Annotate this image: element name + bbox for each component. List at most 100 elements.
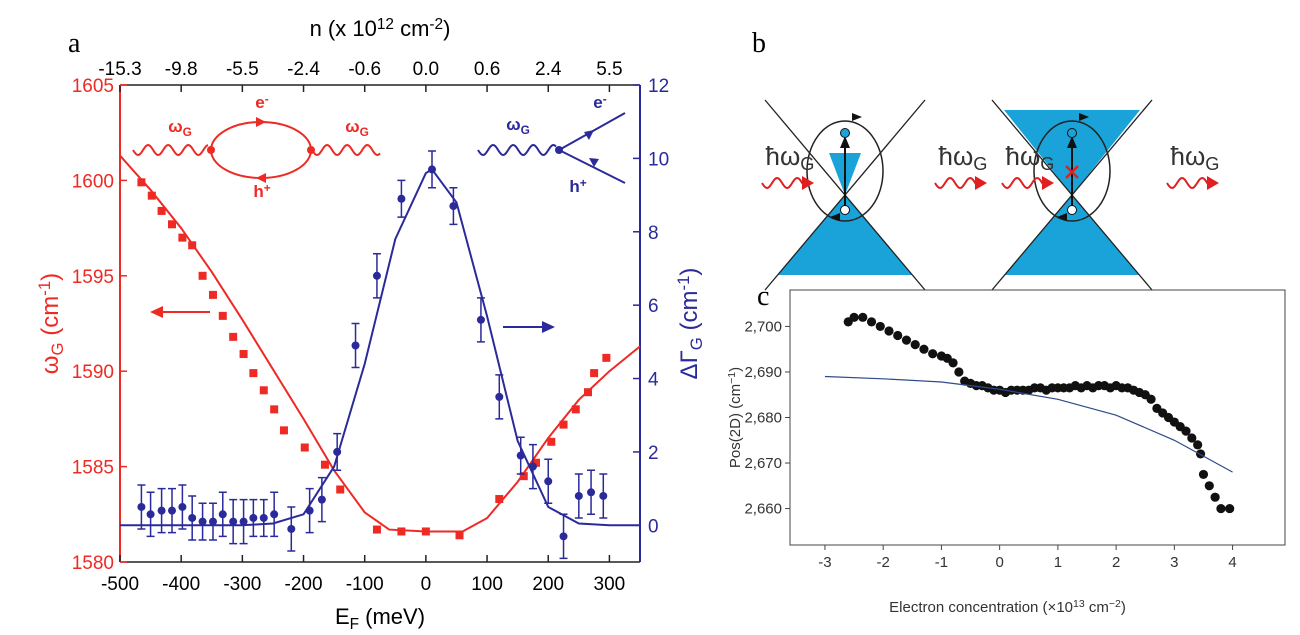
data-point: [239, 350, 248, 359]
data-point: [249, 369, 258, 378]
data-point: [476, 315, 485, 324]
data-point: [198, 517, 207, 526]
data-point: [270, 405, 279, 414]
y-tick-label: 1590: [72, 362, 114, 383]
data-point: [279, 426, 288, 435]
x-tick-label: 300: [594, 574, 626, 595]
y-tick-label: 2,680: [744, 410, 782, 427]
annotation: h+: [253, 181, 270, 201]
top-tick-label: -2.4: [287, 59, 320, 80]
data-point: [397, 527, 406, 536]
panel-label: b: [752, 28, 766, 59]
panel-label: a: [68, 28, 81, 59]
text-part: F: [350, 616, 359, 633]
data-point: [532, 458, 540, 467]
x-tick-label: 4: [1228, 554, 1236, 571]
data-point: [449, 202, 458, 211]
panel-label: c: [757, 281, 769, 312]
electron-loop: [210, 121, 312, 179]
data-point: [208, 517, 217, 526]
text-part: e: [255, 93, 264, 112]
text-part: ω: [37, 355, 64, 374]
data-point: [1193, 440, 1203, 450]
text-part: ): [37, 273, 64, 281]
data-point: [571, 405, 580, 414]
data-point: [559, 420, 568, 429]
x-axis-label: Electron concentration (×1013 cm−2): [889, 598, 1126, 616]
data-point: [910, 340, 920, 350]
data-point: [259, 513, 268, 522]
data-point: [336, 485, 345, 494]
annotation: e-: [255, 92, 268, 112]
data-point: [178, 233, 187, 242]
loop-arrow: [256, 117, 266, 127]
y-tick-label: 1595: [72, 267, 114, 288]
text-part: cm: [394, 16, 429, 41]
annotation: e-: [593, 92, 606, 112]
y-tick-label: 2,660: [744, 501, 782, 518]
dirac-cone-right: [991, 99, 1153, 291]
y2-tick-label: 6: [648, 296, 659, 317]
data-point: [157, 506, 166, 515]
data-point: [372, 525, 381, 534]
top-axis-label: n (x 1012 cm-2): [310, 16, 451, 41]
data-point: [1204, 481, 1214, 491]
top-tick-label: -0.6: [348, 59, 381, 80]
text-part: ω: [506, 115, 520, 134]
photon-line: [132, 143, 209, 157]
text-part: G: [800, 154, 814, 174]
text-part: ): [676, 268, 703, 276]
data-point: [218, 311, 227, 320]
data-point: [351, 341, 360, 350]
text-part: ΔΓ: [676, 350, 703, 379]
x-tick-label: -100: [346, 574, 384, 595]
data-point: [1187, 433, 1197, 443]
text-part: (cm: [676, 290, 703, 337]
data-point: [602, 353, 611, 362]
y2-tick-label: 4: [648, 370, 659, 391]
text-part: E: [335, 604, 350, 629]
photon-label: ħωG: [1006, 141, 1055, 174]
y-tick-label: 2,670: [744, 455, 782, 472]
text-part: -1: [35, 281, 54, 296]
data-point: [137, 178, 146, 187]
top-tick-label: 2.4: [535, 59, 562, 80]
data-point: [928, 349, 938, 359]
x-tick-label: -500: [101, 574, 139, 595]
data-point: [858, 312, 868, 322]
data-point: [239, 517, 248, 526]
text-part: −1: [726, 372, 738, 384]
text-part: ): [727, 367, 744, 372]
photon-line: [477, 143, 557, 157]
data-point: [495, 392, 504, 401]
text-part: +: [264, 181, 271, 195]
data-point: [372, 271, 381, 280]
data-point: [1181, 426, 1191, 436]
text-part: h: [569, 177, 579, 196]
x-tick-label: -300: [223, 574, 261, 595]
data-point: [270, 510, 279, 519]
x-tick-label: -400: [162, 574, 200, 595]
data-point: [137, 502, 146, 511]
data-point: [168, 220, 176, 229]
photon-wave: [1001, 176, 1045, 190]
text-part: −2: [1109, 598, 1121, 610]
text-part: ): [443, 16, 450, 41]
fermion-arrow: [589, 158, 599, 167]
axis-arrow-head: [150, 306, 163, 318]
data-point: [229, 332, 238, 341]
data-point: [1198, 469, 1209, 480]
text-part: (meV): [359, 604, 425, 629]
data-point: [157, 206, 166, 215]
text-part: G: [973, 154, 987, 174]
y2-axis-label: ΔΓG (cm-1): [674, 268, 706, 380]
vertex: [307, 146, 315, 154]
data-point: [901, 335, 912, 345]
dirac-cone-left: [764, 99, 926, 291]
photon-arrow-head: [802, 176, 814, 190]
data-point: [1146, 394, 1156, 404]
x-tick-label: 0: [995, 554, 1003, 571]
axis-arrow-head: [542, 321, 555, 333]
text-part: 13: [1073, 598, 1085, 610]
text-part: G: [48, 342, 67, 355]
